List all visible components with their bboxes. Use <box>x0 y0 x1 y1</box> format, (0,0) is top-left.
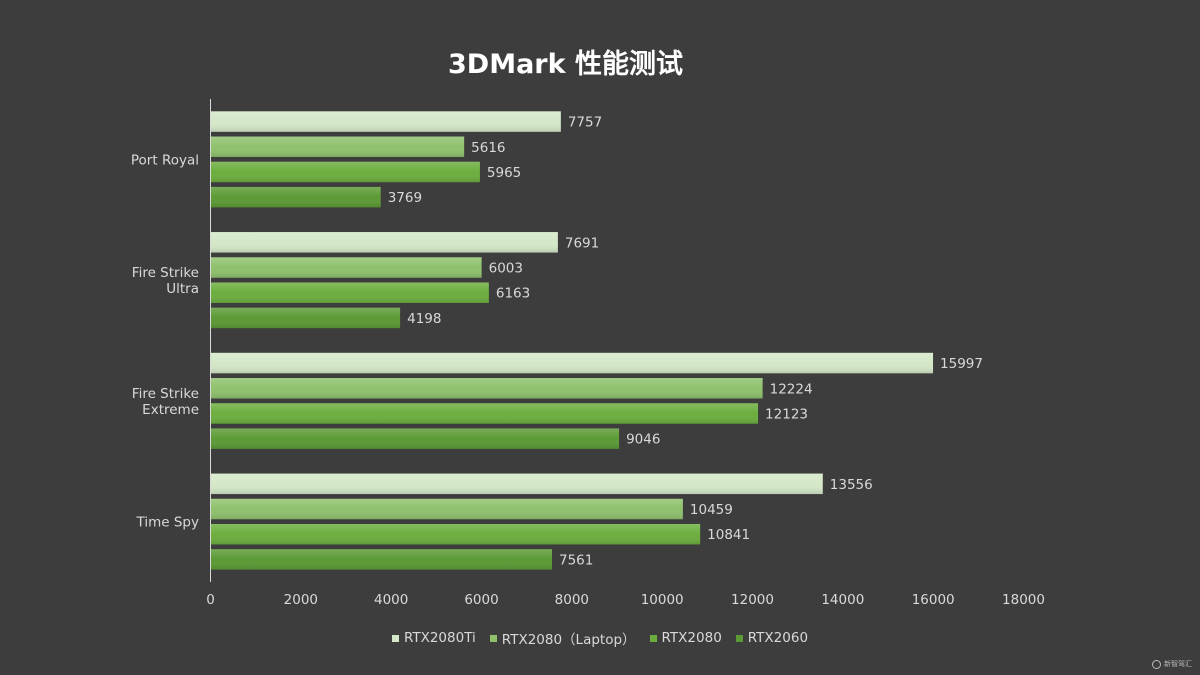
bar-shading <box>210 378 763 399</box>
x-tick-label: 4000 <box>374 592 408 608</box>
data-label: 7757 <box>568 115 602 131</box>
legend-item: RTX2080Ti <box>391 628 476 648</box>
data-label: 12224 <box>770 381 813 397</box>
data-label: 10459 <box>690 502 733 518</box>
watermark-text: 新智驾汇 <box>1164 660 1192 668</box>
legend-item: RTX2080 <box>649 628 722 648</box>
bar-shading <box>210 403 759 424</box>
x-tick-label: 12000 <box>731 592 774 608</box>
data-label: 3769 <box>388 190 422 206</box>
legend-label: RTX2080 <box>661 630 722 646</box>
legend-label: RTX2060 <box>747 630 809 646</box>
category-label: Fire Strike Extreme <box>132 386 199 418</box>
legend-swatch <box>649 634 657 642</box>
x-tick-label: 16000 <box>912 592 955 608</box>
data-label: 15997 <box>940 356 983 372</box>
category-label: Time Spy <box>136 515 199 531</box>
bar-shading <box>210 136 465 158</box>
data-label: 13556 <box>830 477 873 493</box>
data-label: 6163 <box>496 286 530 302</box>
bar-shading <box>210 549 553 570</box>
x-tick-label: 0 <box>206 592 215 608</box>
data-label: 9046 <box>626 432 660 448</box>
legend-swatch <box>489 634 497 642</box>
bar-shading <box>210 473 823 495</box>
bar-shading <box>210 232 558 253</box>
data-label: 5616 <box>471 140 505 156</box>
x-tick-label: 8000 <box>555 592 589 608</box>
legend-item: RTX2060 <box>735 628 809 648</box>
bar-shading <box>210 352 934 374</box>
x-tick-label: 10000 <box>641 592 684 608</box>
x-tick-label: 14000 <box>821 592 864 608</box>
legend-item: RTX2080（Laptop） <box>489 628 636 648</box>
bar-shading <box>210 498 683 520</box>
data-label: 4198 <box>407 311 441 327</box>
bar-shading <box>210 282 489 303</box>
data-label: 5965 <box>487 165 521 181</box>
data-label: 7691 <box>565 235 599 251</box>
data-label: 10841 <box>707 527 750 543</box>
legend-swatch <box>735 634 743 642</box>
bar-shading <box>210 111 561 132</box>
bar-shading <box>210 428 620 449</box>
bar-shading <box>210 186 381 208</box>
legend-label: RTX2080（Laptop） <box>501 632 636 648</box>
watermark-logo-icon <box>1152 659 1161 669</box>
bar-shading <box>210 523 701 545</box>
bar-shading <box>210 307 401 329</box>
data-label: 7561 <box>559 552 593 568</box>
bar-shading <box>210 161 480 183</box>
legend-swatch <box>391 634 399 642</box>
x-tick-label: 6000 <box>464 592 498 608</box>
legend-label: RTX2080Ti <box>403 630 476 646</box>
data-label: 12123 <box>765 406 808 422</box>
category-label: Port Royal <box>131 152 199 168</box>
legend: RTX2080Ti RTX2080（Laptop） RTX2080 RTX2060 <box>0 628 1200 648</box>
x-tick-label: 2000 <box>284 592 318 608</box>
bar-shading <box>210 257 482 278</box>
data-label: 6003 <box>489 261 523 277</box>
category-label: Fire Strike Ultra <box>132 265 199 297</box>
chart-title: 3DMark 性能测试 <box>448 49 683 80</box>
x-tick-label: 18000 <box>1002 592 1045 608</box>
watermark: 新智驾汇 <box>1152 659 1192 669</box>
